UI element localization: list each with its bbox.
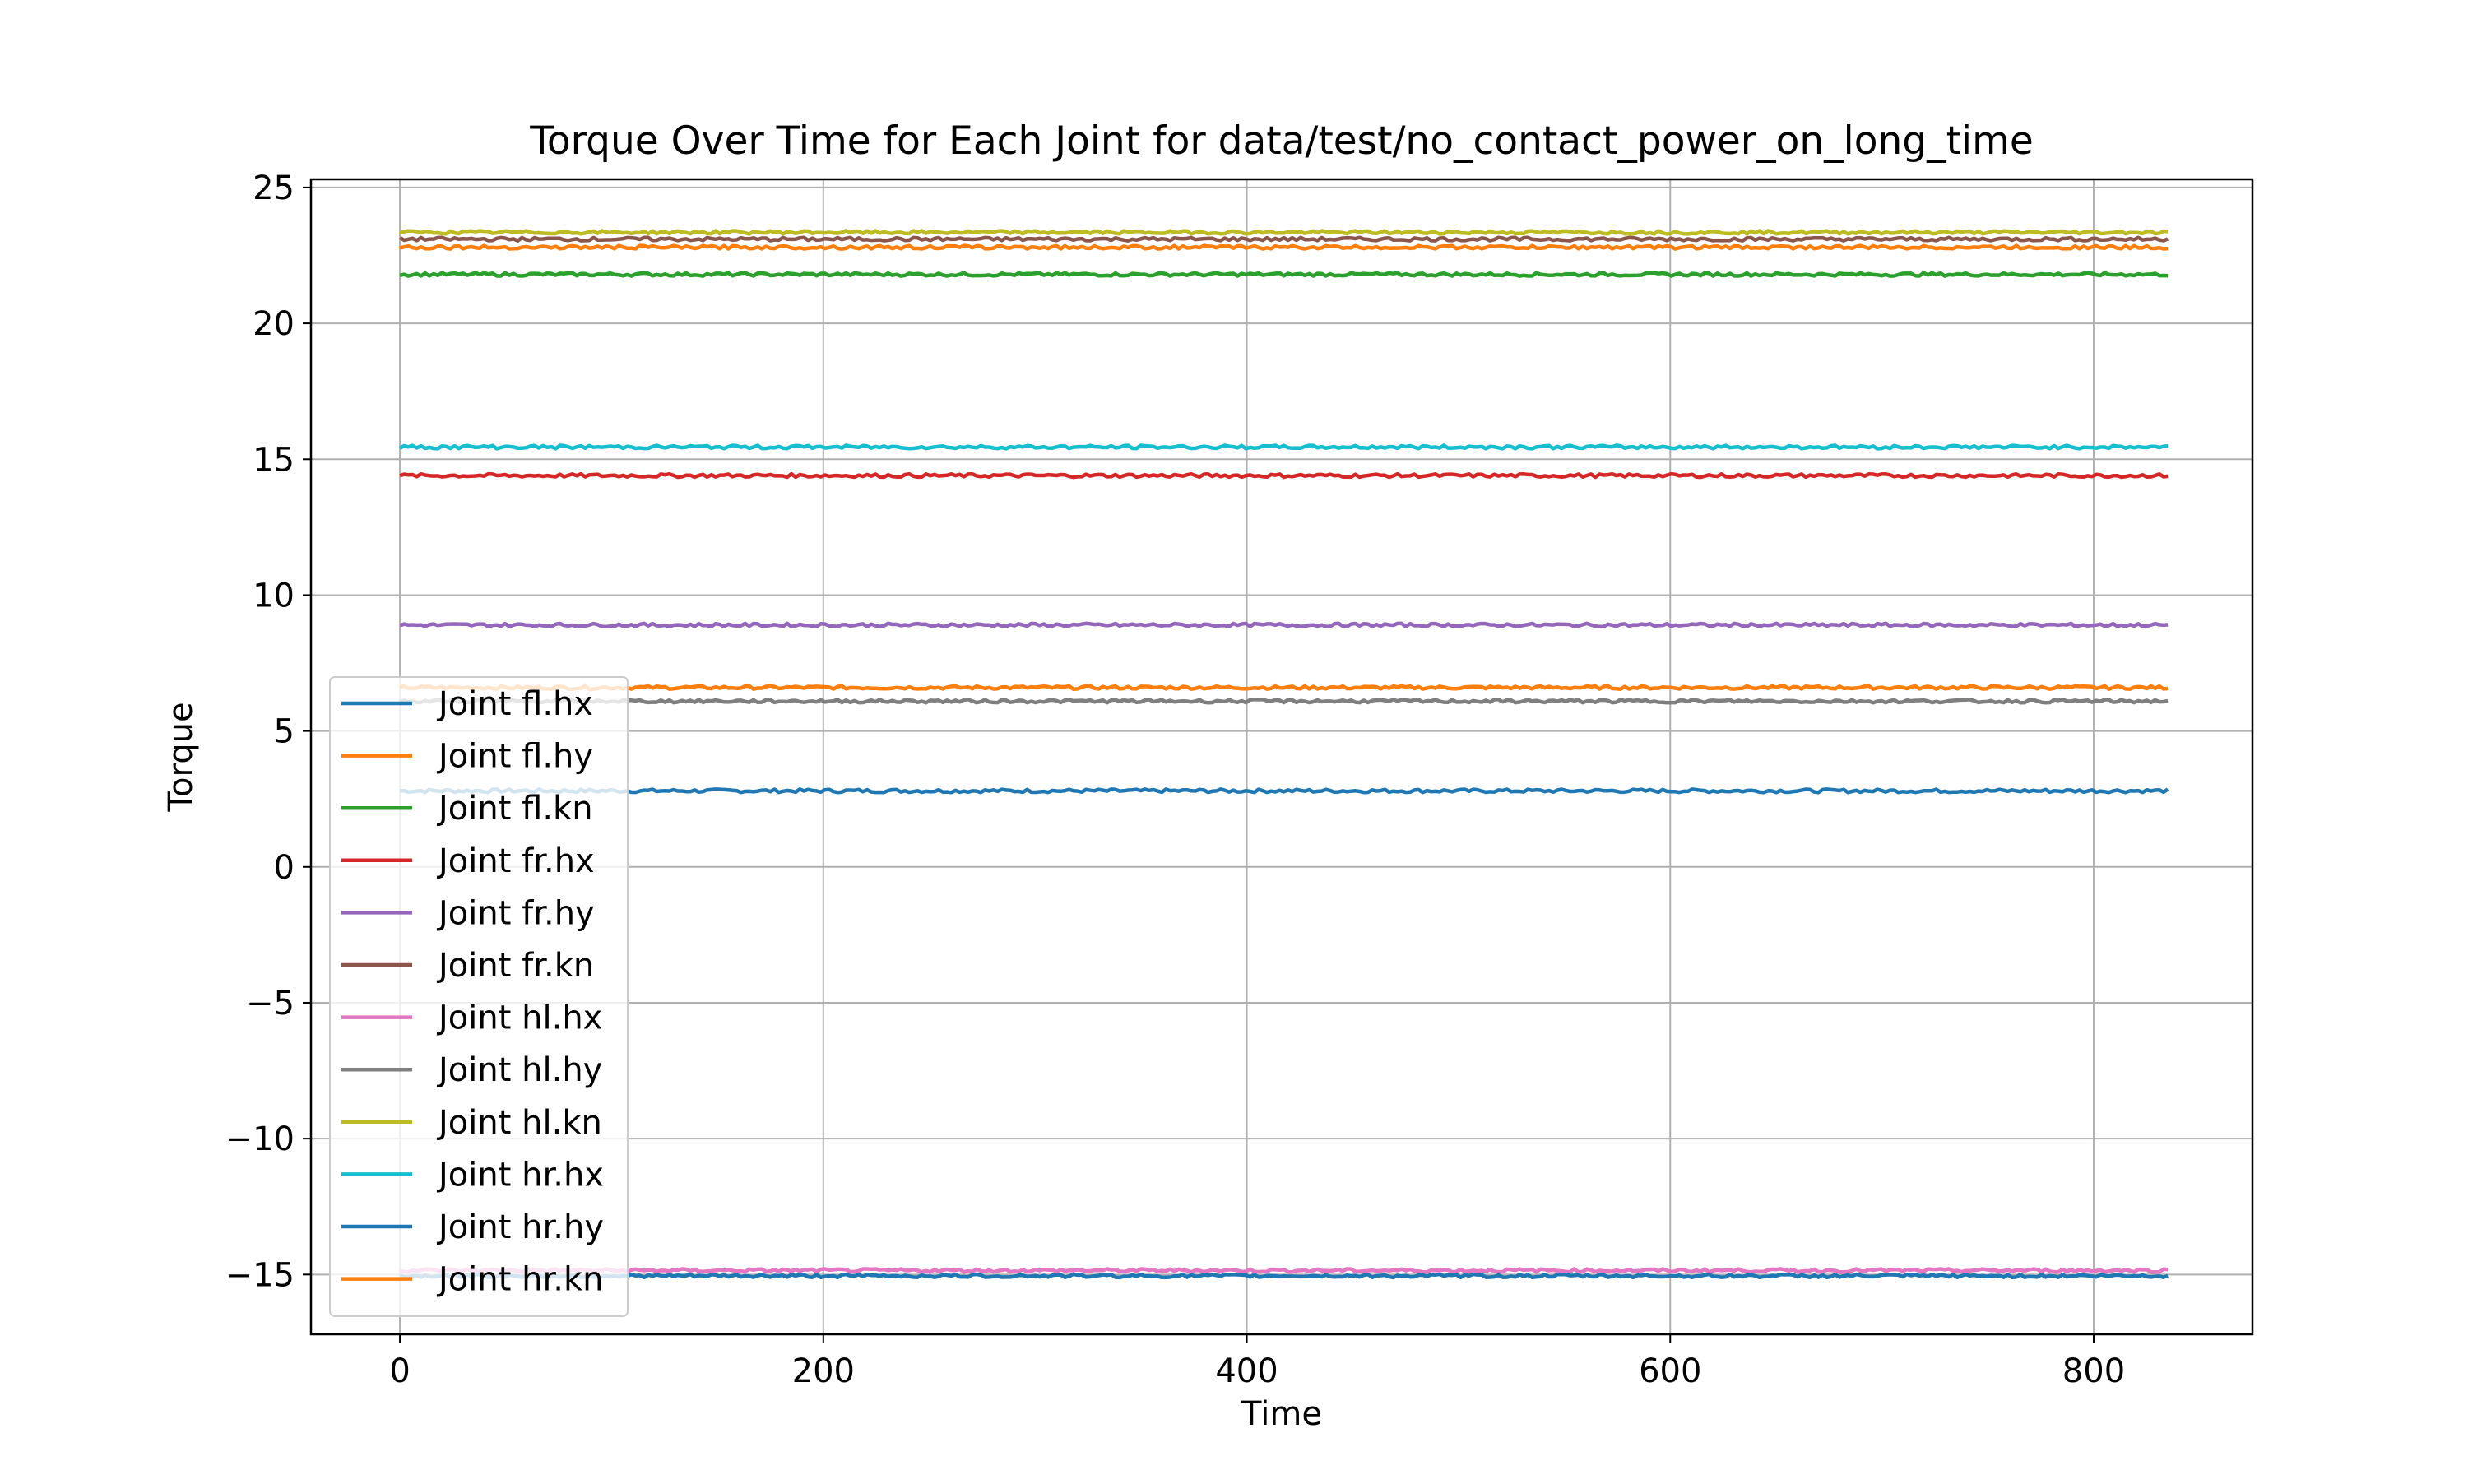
chart-title: Torque Over Time for Each Joint for data…	[529, 118, 2034, 164]
series-line	[399, 698, 2169, 705]
legend-label: Joint hl.hx	[436, 999, 602, 1037]
y-tick-label: −15	[225, 1256, 295, 1294]
y-tick-label: 5	[274, 713, 295, 751]
legend-label: Joint hr.hx	[436, 1156, 604, 1194]
legend-label: Joint fl.hy	[436, 738, 593, 776]
x-tick-label: 600	[1639, 1352, 1701, 1390]
series-line	[399, 471, 2169, 480]
legend-box	[329, 676, 629, 1317]
y-tick-label: 0	[274, 849, 295, 887]
y-axis-label: Torque	[162, 702, 200, 812]
y-tick-label: 15	[253, 441, 295, 479]
legend-label: Joint fl.kn	[436, 790, 593, 828]
series-line	[399, 243, 2169, 251]
series-line	[399, 684, 2169, 691]
legend-label: Joint hr.kn	[436, 1261, 604, 1299]
x-tick-label: 800	[2062, 1352, 2125, 1390]
series-lines	[398, 229, 2169, 1280]
legend-label: Joint fr.hy	[436, 894, 595, 932]
legend-label: Joint hl.hy	[436, 1051, 602, 1089]
series-line	[399, 621, 2169, 629]
y-tick-label: −10	[225, 1120, 295, 1158]
legend-label: Joint fl.hx	[436, 685, 593, 723]
legend-label: Joint hl.kn	[436, 1104, 602, 1142]
series-line	[399, 229, 2169, 236]
y-tick-label: 10	[253, 577, 295, 614]
y-tick-label: −5	[246, 985, 295, 1023]
x-tick-label: 0	[389, 1352, 410, 1390]
x-axis-ticks: 0 200 400 600 800	[389, 1334, 2125, 1390]
legend-label: Joint hr.hy	[436, 1208, 604, 1246]
x-axis-label: Time	[1241, 1395, 1322, 1433]
x-tick-label: 400	[1215, 1352, 1278, 1390]
series-line	[398, 235, 2169, 243]
plot-frame	[309, 178, 2254, 1336]
legend: Joint fl.hx Joint fl.hy Joint fl.kn Joint f…	[329, 676, 629, 1317]
x-tick-label: 200	[792, 1352, 855, 1390]
y-axis-ticks: −15 −10 −5 0 5 10 15 20 25	[225, 169, 311, 1294]
legend-label: Joint fr.hx	[436, 842, 595, 880]
legend-label: Joint fr.kn	[436, 947, 594, 985]
grid	[311, 179, 2252, 1334]
series-line	[400, 787, 2169, 795]
series-line	[399, 1272, 2169, 1280]
y-tick-label: 25	[253, 169, 295, 207]
y-tick-label: 20	[253, 305, 295, 343]
series-line	[399, 271, 2169, 278]
series-line	[400, 1267, 2169, 1274]
series-line	[398, 443, 2169, 451]
